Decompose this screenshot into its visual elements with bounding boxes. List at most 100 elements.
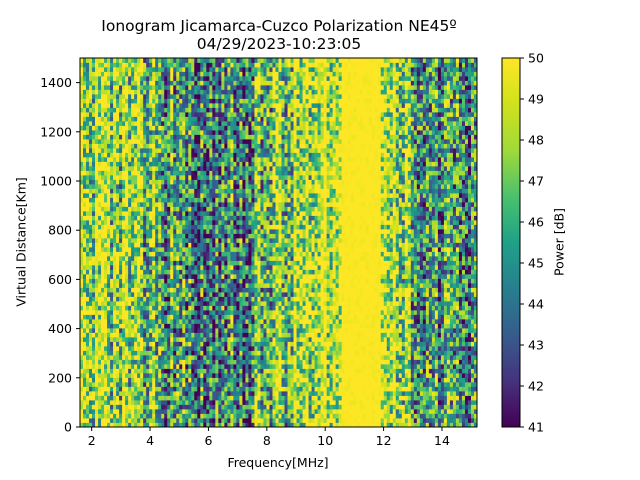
heatmap-cell — [143, 301, 147, 306]
heatmap-cell — [170, 71, 174, 77]
heatmap-cell — [158, 89, 162, 95]
heatmap-cell — [212, 350, 216, 356]
heatmap-cell — [95, 175, 99, 180]
heatmap-cell — [104, 215, 108, 221]
heatmap-cell — [230, 355, 234, 360]
heatmap-cell — [104, 125, 108, 131]
heatmap-cell — [191, 197, 195, 203]
heatmap-cell — [248, 89, 252, 95]
heatmap-cell — [215, 161, 219, 167]
heatmap-cell — [161, 301, 165, 306]
heatmap-cell — [233, 328, 237, 333]
heatmap-cell — [218, 134, 222, 140]
heatmap-cell — [203, 287, 207, 293]
heatmap-cell — [149, 382, 153, 387]
heatmap-cell — [125, 350, 129, 356]
heatmap-cell — [122, 175, 126, 180]
heatmap-cell — [182, 314, 186, 320]
heatmap-cell — [239, 58, 243, 63]
heatmap-cell — [119, 229, 123, 234]
heatmap-cell — [137, 305, 141, 311]
heatmap-cell — [173, 301, 177, 306]
heatmap-cell — [257, 377, 261, 383]
heatmap-cell — [245, 377, 249, 383]
heatmap-cell — [203, 323, 207, 329]
heatmap-cell — [176, 238, 180, 243]
heatmap-cell — [227, 418, 231, 423]
heatmap-cell — [224, 296, 228, 302]
heatmap-cell — [179, 215, 183, 221]
heatmap-cell — [80, 373, 84, 378]
heatmap-cell — [212, 211, 216, 216]
heatmap-cell — [191, 233, 195, 239]
heatmap-cell — [185, 229, 189, 234]
heatmap-cell — [116, 206, 120, 212]
heatmap-cell — [89, 130, 93, 135]
heatmap-cell — [80, 121, 84, 126]
heatmap-cell — [248, 391, 252, 396]
heatmap-cell — [95, 409, 99, 414]
heatmap-cell — [152, 184, 156, 189]
heatmap-cell — [194, 166, 198, 171]
heatmap-cell — [248, 170, 252, 176]
heatmap-cell — [221, 395, 225, 401]
heatmap-cell — [137, 296, 141, 302]
heatmap-cell — [161, 377, 165, 383]
heatmap-cell — [173, 121, 177, 126]
heatmap-cell — [89, 265, 93, 270]
heatmap-cell — [98, 386, 102, 392]
heatmap-cell — [218, 296, 222, 302]
heatmap-cell — [131, 116, 135, 122]
heatmap-cell — [209, 134, 213, 140]
heatmap-cell — [218, 287, 222, 293]
heatmap-cell — [128, 359, 132, 365]
heatmap-cell — [116, 229, 120, 234]
heatmap-cell — [170, 188, 174, 194]
heatmap-cell — [80, 211, 84, 216]
heatmap-cell — [101, 395, 105, 401]
heatmap-cell — [161, 215, 165, 221]
heatmap-cell — [149, 296, 153, 302]
heatmap-cell — [215, 211, 219, 216]
heatmap-cell — [209, 94, 213, 99]
heatmap-cell — [110, 391, 114, 396]
heatmap-cell — [149, 364, 153, 369]
heatmap-cell — [230, 269, 234, 275]
heatmap-cell — [254, 94, 258, 99]
heatmap-cell — [110, 202, 114, 207]
heatmap-cell — [236, 242, 240, 248]
heatmap-cell — [83, 400, 87, 405]
heatmap-cell — [125, 269, 129, 275]
heatmap-cell — [170, 125, 174, 131]
heatmap-cell — [92, 413, 96, 419]
heatmap-cell — [206, 184, 210, 189]
heatmap-cell — [191, 292, 195, 297]
heatmap-cell — [80, 224, 84, 230]
heatmap-cell — [161, 242, 165, 248]
heatmap-cell — [116, 76, 120, 81]
heatmap-cell — [146, 148, 150, 153]
heatmap-cell — [182, 152, 186, 158]
heatmap-cell — [173, 269, 177, 275]
heatmap-cell — [209, 89, 213, 95]
heatmap-cell — [203, 364, 207, 369]
heatmap-cell — [101, 76, 105, 81]
heatmap-cell — [224, 157, 228, 162]
heatmap-cell — [143, 220, 147, 225]
heatmap-cell — [185, 116, 189, 122]
heatmap-cell — [194, 314, 198, 320]
heatmap-cell — [218, 166, 222, 171]
heatmap-cell — [104, 305, 108, 311]
heatmap-cell — [116, 341, 120, 347]
heatmap-cell — [260, 341, 264, 347]
heatmap-cell — [197, 319, 201, 324]
heatmap-cell — [236, 269, 240, 275]
heatmap-cell — [116, 337, 120, 342]
heatmap-cell — [191, 395, 195, 401]
heatmap-cell — [83, 287, 87, 293]
heatmap-cell — [200, 229, 204, 234]
heatmap-cell — [83, 202, 87, 207]
heatmap-cell — [152, 305, 156, 311]
heatmap-cell — [212, 319, 216, 324]
heatmap-cell — [80, 260, 84, 266]
